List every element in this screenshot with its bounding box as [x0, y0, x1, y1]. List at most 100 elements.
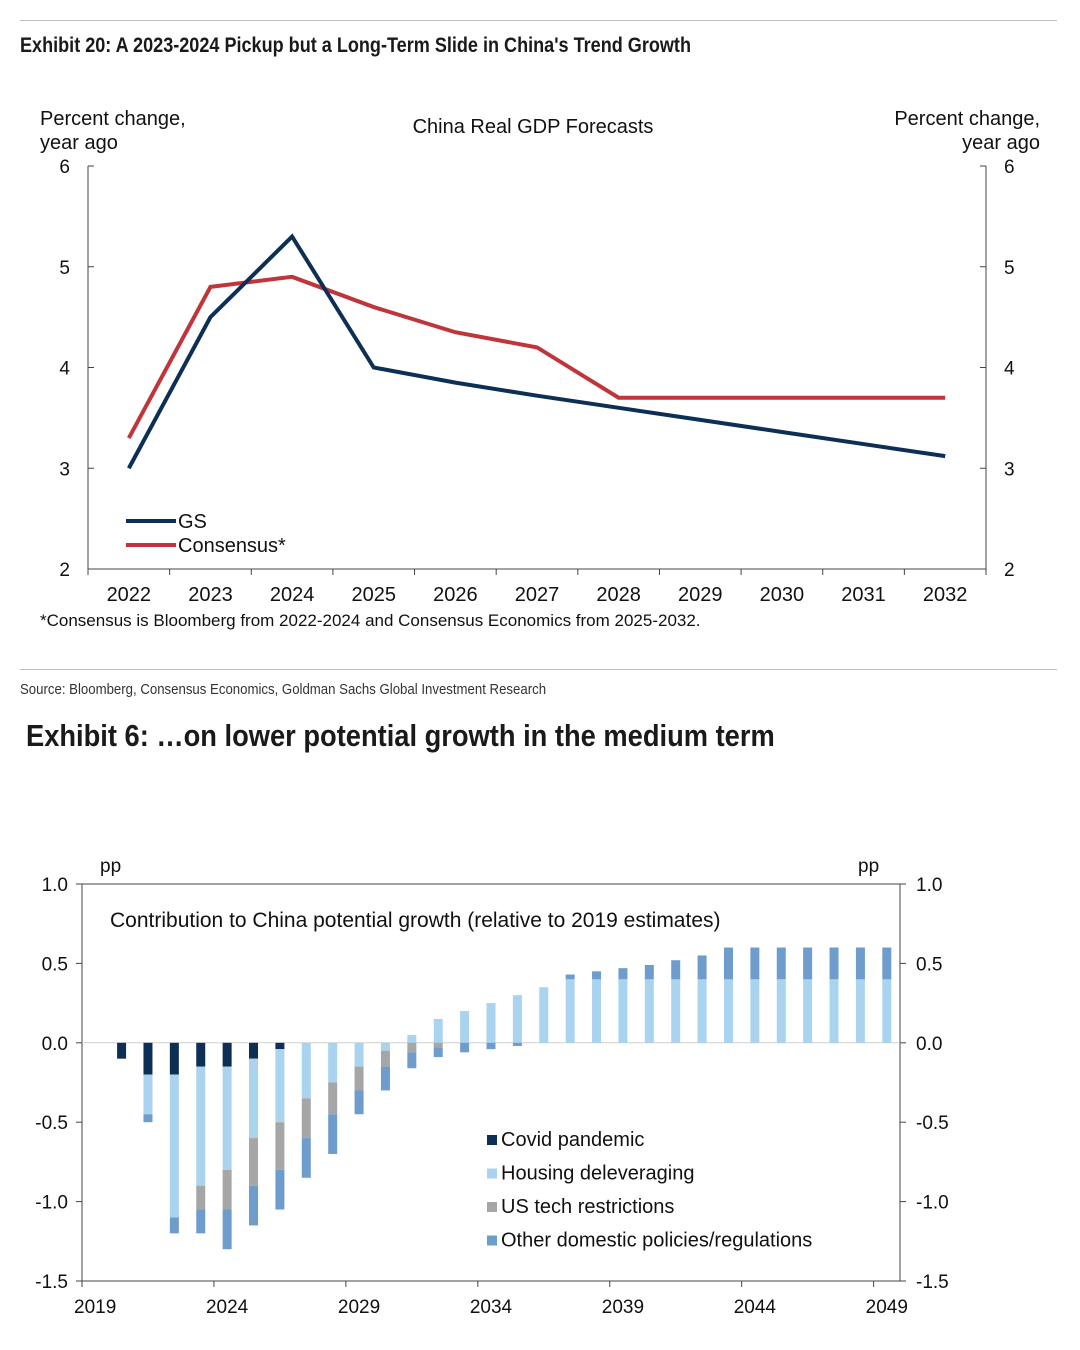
bar-housing-deleveraging	[776, 979, 786, 1043]
bar-other-domestic-policies-regulations	[565, 974, 575, 980]
bar-covid-pandemic	[222, 1042, 232, 1067]
bar-us-tech-restrictions	[301, 1098, 311, 1139]
y-tick-label-right: 5	[1004, 258, 1015, 279]
series-line-consensus	[127, 274, 946, 439]
x-tick-label: 2024	[270, 584, 315, 606]
bar-covid-pandemic	[275, 1042, 285, 1050]
bar-housing-deleveraging	[750, 979, 760, 1043]
chart-title: China Real GDP Forecasts	[413, 116, 654, 138]
bar-housing-deleveraging	[697, 979, 707, 1043]
y-tick-label-right: 3	[1004, 459, 1015, 480]
bar-other-domestic-policies-regulations	[618, 968, 628, 980]
bar-housing-deleveraging	[380, 1042, 390, 1051]
bar-housing-deleveraging	[512, 995, 522, 1043]
y-tick-label-left: 1.0	[42, 875, 68, 896]
bar-us-tech-restrictions	[275, 1122, 285, 1170]
bar-other-domestic-policies-regulations	[249, 1185, 259, 1226]
legend-swatch	[487, 1235, 497, 1246]
bar-housing-deleveraging	[460, 1011, 470, 1043]
y-tick-label-left: 4	[59, 359, 70, 380]
bar-other-domestic-policies-regulations	[697, 955, 707, 980]
bar-housing-deleveraging	[882, 979, 892, 1043]
y-tick-label-left: 0.5	[42, 954, 68, 975]
bar-housing-deleveraging	[169, 1074, 179, 1218]
bar-other-domestic-policies-regulations	[275, 1169, 285, 1210]
top-rule	[20, 20, 1057, 21]
x-tick-label: 2039	[602, 1297, 644, 1318]
y-tick-label-right: 1.0	[916, 875, 942, 896]
y-tick-label-left: -1.0	[35, 1193, 68, 1214]
legend-label: GS	[178, 511, 207, 533]
bar-other-domestic-policies-regulations	[644, 964, 654, 980]
bar-other-domestic-policies-regulations	[433, 1047, 443, 1058]
bar-us-tech-restrictions	[354, 1066, 364, 1091]
x-tick-label: 2029	[678, 584, 723, 606]
bar-other-domestic-policies-regulations	[460, 1042, 470, 1053]
bar-housing-deleveraging	[855, 979, 865, 1043]
bar-other-domestic-policies-regulations	[776, 947, 786, 980]
bar-other-domestic-policies-regulations	[196, 1209, 206, 1234]
legend-swatch	[487, 1202, 497, 1212]
plot-frame	[81, 883, 901, 1282]
bar-other-domestic-policies-regulations	[512, 1042, 522, 1046]
bar-housing-deleveraging	[407, 1034, 417, 1043]
bar-us-tech-restrictions	[433, 1042, 443, 1048]
bar-housing-deleveraging	[592, 979, 602, 1043]
bar-us-tech-restrictions	[196, 1185, 206, 1210]
bar-other-domestic-policies-regulations	[328, 1114, 338, 1154]
bar-housing-deleveraging	[539, 987, 549, 1043]
exhibit-20-title: Exhibit 20: A 2023-2024 Pickup but a Lon…	[20, 34, 691, 57]
x-tick-label: 2026	[433, 584, 478, 606]
bar-covid-pandemic	[117, 1042, 127, 1059]
bar-covid-pandemic	[196, 1042, 206, 1067]
bar-other-domestic-policies-regulations	[829, 947, 839, 980]
legend-label: Other domestic policies/regulations	[501, 1230, 812, 1252]
bar-housing-deleveraging	[644, 979, 654, 1043]
y-tick-label-left: 3	[59, 459, 70, 480]
bar-other-domestic-policies-regulations	[301, 1138, 311, 1178]
bar-housing-deleveraging	[222, 1066, 232, 1170]
legend-label: US tech restrictions	[501, 1196, 674, 1218]
bar-us-tech-restrictions	[222, 1169, 232, 1210]
x-tick-label: 2028	[596, 584, 641, 606]
unit-label-right: pp	[858, 856, 879, 877]
bar-housing-deleveraging	[301, 1042, 311, 1099]
y-tick-label-left: -0.5	[35, 1113, 68, 1134]
legend-label: Consensus*	[178, 535, 286, 557]
bar-housing-deleveraging	[275, 1049, 285, 1123]
y-tick-label-right: 6	[1004, 157, 1015, 178]
y-tick-label-right: -0.5	[916, 1113, 949, 1134]
legend-swatch	[487, 1168, 497, 1179]
x-tick-label: 2023	[188, 584, 233, 606]
series-line-gs	[127, 233, 946, 470]
source-note: Source: Bloomberg, Consensus Economics, …	[20, 681, 547, 698]
exhibit-6-title: Exhibit 6: …on lower potential growth in…	[26, 718, 775, 753]
x-tick-label: 2022	[107, 584, 152, 606]
bar-housing-deleveraging	[328, 1042, 338, 1083]
y-tick-label-left: 5	[59, 258, 70, 279]
x-tick-label: 2032	[923, 584, 968, 606]
bar-housing-deleveraging	[829, 979, 839, 1043]
bar-other-domestic-policies-regulations	[592, 971, 602, 980]
y-axis-label-right: year ago	[962, 132, 1040, 154]
bar-covid-pandemic	[169, 1042, 179, 1075]
bar-other-domestic-policies-regulations	[407, 1052, 417, 1069]
footnote: *Consensus is Bloomberg from 2022-2024 a…	[40, 611, 701, 630]
bar-other-domestic-policies-regulations	[354, 1090, 364, 1115]
y-tick-label-left: 2	[59, 560, 70, 581]
chart-title: Contribution to China potential growth (…	[110, 909, 721, 932]
y-tick-label-right: 0.5	[916, 954, 942, 975]
bar-other-domestic-policies-regulations	[222, 1209, 232, 1250]
bar-other-domestic-policies-regulations	[671, 960, 681, 980]
y-tick-label-left: -1.5	[35, 1272, 68, 1293]
y-tick-label-right: -1.5	[916, 1272, 949, 1293]
x-tick-label: 2049	[866, 1297, 908, 1318]
bar-other-domestic-policies-regulations	[169, 1217, 179, 1234]
bar-housing-deleveraging	[433, 1018, 443, 1043]
bar-housing-deleveraging	[565, 979, 575, 1043]
y-axis-label-left: Percent change,	[40, 108, 186, 130]
bar-us-tech-restrictions	[249, 1138, 259, 1186]
bar-housing-deleveraging	[354, 1042, 364, 1067]
bar-housing-deleveraging	[143, 1074, 153, 1115]
x-tick-label: 2024	[206, 1297, 249, 1318]
